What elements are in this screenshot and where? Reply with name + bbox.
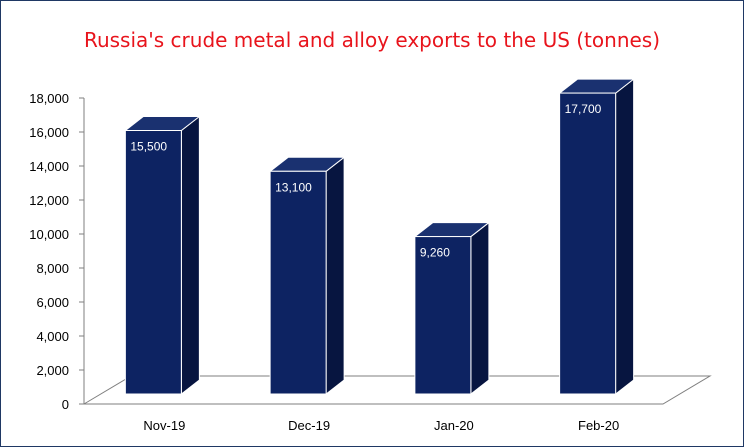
y-tick-label: 8,000 xyxy=(36,261,69,276)
bar-front xyxy=(414,236,472,395)
bar: 9,260 xyxy=(413,221,491,396)
data-label: 17,700 xyxy=(565,102,602,116)
y-tick-label: 14,000 xyxy=(29,159,69,174)
bar-side xyxy=(180,115,200,396)
chart-floor xyxy=(82,375,712,405)
y-tick-label: 12,000 xyxy=(29,193,69,208)
y-tick-label: 10,000 xyxy=(29,227,69,242)
data-label: 13,100 xyxy=(275,180,312,194)
bar: 15,500 xyxy=(123,115,201,396)
x-axis-labels: Nov-19 Dec-19 Jan-20 Feb-20 xyxy=(143,418,619,433)
x-tick-label: Feb-20 xyxy=(578,418,619,433)
chart-axes xyxy=(82,98,712,405)
data-label: 15,500 xyxy=(130,140,167,154)
y-tick-label: 18,000 xyxy=(29,91,69,106)
bar-side xyxy=(325,156,345,396)
bar-side xyxy=(470,221,490,396)
y-tick-label: 0 xyxy=(62,397,69,412)
bar: 17,700 xyxy=(558,78,636,396)
x-tick-label: Dec-19 xyxy=(288,418,330,433)
bar-front xyxy=(124,130,182,395)
y-tick-label: 6,000 xyxy=(36,295,69,310)
y-tick-label: 4,000 xyxy=(36,329,69,344)
x-tick-label: Nov-19 xyxy=(143,418,185,433)
chart-title: Russia's crude metal and alloy exports t… xyxy=(83,28,661,52)
bar-side xyxy=(615,78,635,396)
y-axis-ticks: 0 2,000 4,000 6,000 8,000 10,000 12,000 14,000 1… xyxy=(29,91,84,412)
bar: 13,100 xyxy=(268,156,346,396)
bar-front xyxy=(269,170,327,395)
bar-front xyxy=(559,92,617,395)
bar-series: 15,500 13,100 9,260 17,700 xyxy=(123,78,636,396)
y-tick-label: 2,000 xyxy=(36,363,69,378)
y-tick-label: 16,000 xyxy=(29,125,69,140)
data-label: 9,260 xyxy=(420,246,450,260)
x-tick-label: Jan-20 xyxy=(434,418,474,433)
